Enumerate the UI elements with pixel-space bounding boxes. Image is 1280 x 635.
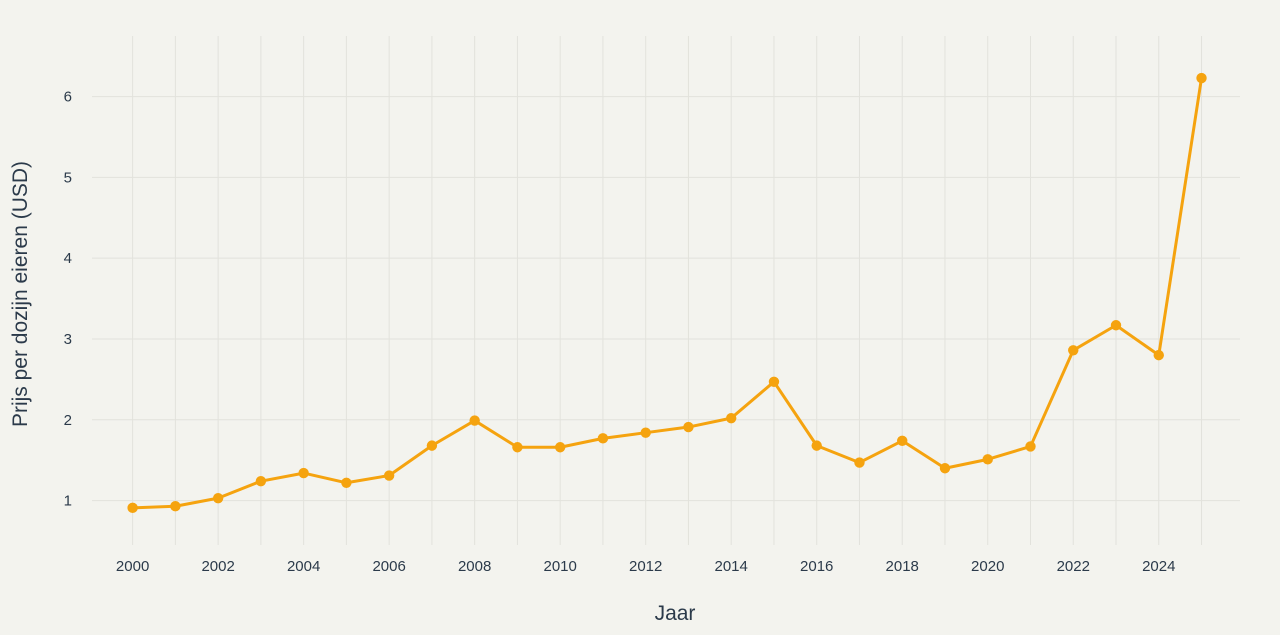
data-series: [127, 72, 1207, 514]
y-axis-title: Prijs per dozijn eieren (USD): [9, 161, 32, 427]
x-tick-label: 2008: [458, 558, 491, 575]
data-point: [554, 442, 566, 453]
x-tick-label: 2012: [629, 558, 662, 575]
data-point: [854, 457, 865, 468]
x-axis-title: Jaar: [655, 602, 696, 625]
data-point: [298, 467, 309, 479]
data-point: [1153, 349, 1164, 361]
x-tick-label: 2016: [800, 558, 833, 575]
y-tick-label: 5: [64, 169, 72, 186]
data-point: [1110, 320, 1122, 331]
data-point: [640, 427, 651, 438]
data-point: [469, 415, 480, 426]
data-point: [170, 501, 181, 512]
x-tick-label: 2004: [287, 558, 320, 575]
series-line: [131, 76, 1204, 510]
data-point: [726, 412, 737, 424]
grid: [92, 36, 1240, 545]
x-tick-label: 2010: [543, 558, 576, 575]
data-point: [1068, 345, 1079, 356]
data-point: [982, 454, 993, 465]
data-point: [255, 475, 267, 487]
x-axis-ticks: 2000 2002 2004 2006 2008 2010 2012 2014 2016 2018…: [116, 558, 1176, 575]
x-tick-label: 2018: [886, 558, 919, 575]
y-tick-label: 4: [64, 250, 72, 267]
y-tick-label: 1: [64, 493, 72, 510]
x-tick-label: 2024: [1142, 558, 1175, 575]
y-tick-label: 2: [64, 412, 72, 429]
y-tick-label: 3: [64, 331, 72, 348]
y-axis-ticks: 1 2 3 4 5 6: [64, 89, 72, 510]
x-tick-label: 2000: [116, 558, 149, 575]
data-point: [341, 477, 352, 488]
data-point: [939, 463, 951, 474]
data-point: [811, 440, 822, 451]
data-point: [1196, 72, 1207, 84]
y-tick-label: 6: [64, 89, 72, 106]
data-point: [683, 421, 694, 433]
data-point: [512, 442, 523, 453]
x-tick-label: 2014: [715, 558, 748, 575]
data-point: [212, 492, 224, 504]
data-point: [897, 435, 908, 446]
x-tick-label: 2022: [1057, 558, 1090, 575]
x-tick-label: 2020: [971, 558, 1004, 575]
data-point: [768, 376, 780, 387]
data-point: [597, 433, 609, 444]
x-tick-label: 2006: [372, 558, 405, 575]
data-point: [1025, 441, 1036, 452]
data-point: [426, 440, 438, 451]
data-point: [127, 502, 138, 514]
data-point: [383, 470, 395, 481]
x-tick-label: 2002: [201, 558, 234, 575]
